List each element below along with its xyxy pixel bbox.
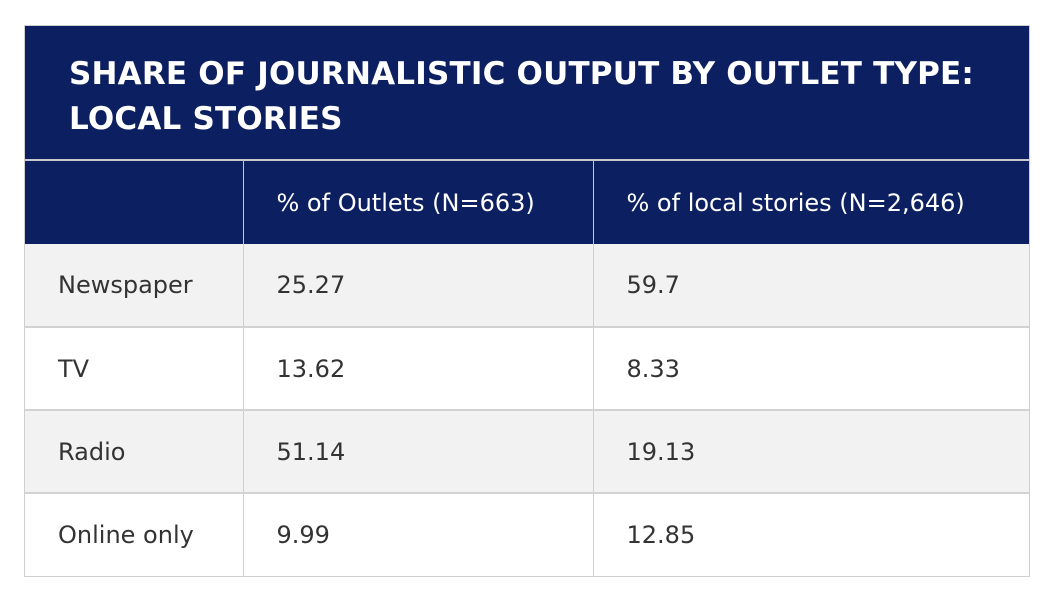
cell-stories-value: 19.13 [592,409,1029,493]
cell-outlets-value: 51.14 [242,409,593,493]
cell-outlets-value: 9.99 [242,492,593,576]
row-label: Newspaper [25,244,243,327]
data-table: SHARE OF JOURNALISTIC OUTPUT BY OUTLET T… [24,25,1030,577]
table-title-bar: SHARE OF JOURNALISTIC OUTPUT BY OUTLET T… [25,26,1029,161]
table-row: Online only 9.99 12.85 [25,492,1029,576]
table-title: SHARE OF JOURNALISTIC OUTPUT BY OUTLET T… [69,56,975,137]
cell-stories-value: 59.7 [592,244,1029,327]
row-label: TV [25,326,243,410]
row-label: Online only [25,492,243,576]
table-row: TV 13.62 8.33 [25,326,1029,410]
header-cell-local-stories: % of local stories (N=2,646) [592,161,1029,244]
cell-stories-value: 12.85 [592,492,1029,576]
header-row: % of Outlets (N=663) % of local stories … [25,161,1029,244]
table-grid: % of Outlets (N=663) % of local stories … [25,161,1029,576]
row-label: Radio [25,409,243,493]
table-row: Newspaper 25.27 59.7 [25,244,1029,327]
cell-outlets-value: 25.27 [242,244,593,327]
header-cell-outlet-type [25,161,243,244]
header-cell-outlets: % of Outlets (N=663) [242,161,593,244]
cell-stories-value: 8.33 [592,326,1029,410]
cell-outlets-value: 13.62 [242,326,593,410]
table-row: Radio 51.14 19.13 [25,409,1029,493]
